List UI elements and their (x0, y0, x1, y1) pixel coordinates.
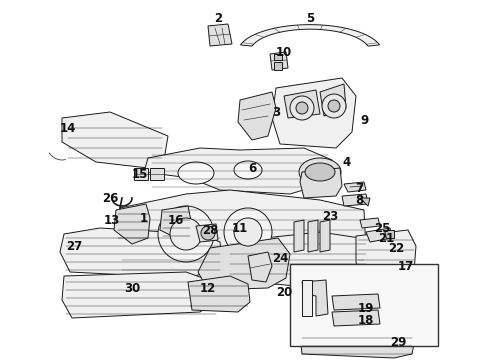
Text: 23: 23 (322, 210, 338, 222)
Polygon shape (342, 194, 368, 206)
Circle shape (201, 226, 215, 240)
Polygon shape (360, 218, 380, 228)
Circle shape (170, 218, 202, 250)
Text: 30: 30 (124, 282, 140, 294)
Polygon shape (302, 280, 312, 316)
Text: 6: 6 (248, 162, 256, 175)
Ellipse shape (299, 158, 341, 186)
Polygon shape (238, 92, 276, 140)
Ellipse shape (234, 161, 262, 179)
Polygon shape (366, 228, 392, 242)
Polygon shape (62, 272, 218, 318)
Text: 13: 13 (104, 213, 120, 226)
Text: 18: 18 (358, 314, 374, 327)
Text: 3: 3 (272, 105, 280, 118)
Text: 28: 28 (202, 224, 219, 237)
Polygon shape (320, 220, 330, 252)
Polygon shape (344, 182, 366, 192)
FancyBboxPatch shape (290, 264, 438, 346)
Polygon shape (208, 24, 232, 46)
Text: 8: 8 (355, 194, 363, 207)
Text: 4: 4 (342, 156, 350, 168)
Text: 22: 22 (388, 242, 404, 255)
Circle shape (290, 96, 314, 120)
Polygon shape (274, 54, 282, 60)
Polygon shape (300, 168, 342, 198)
Polygon shape (360, 198, 370, 206)
Text: 27: 27 (66, 239, 82, 252)
Ellipse shape (178, 162, 214, 184)
Polygon shape (300, 332, 414, 358)
Circle shape (296, 102, 308, 114)
Text: 9: 9 (360, 113, 368, 126)
Polygon shape (134, 168, 148, 180)
Text: 20: 20 (276, 285, 292, 298)
Text: 17: 17 (398, 260, 414, 273)
Text: 25: 25 (374, 221, 391, 234)
Polygon shape (198, 238, 290, 290)
Text: 11: 11 (232, 221, 248, 234)
Polygon shape (160, 206, 192, 238)
Text: 10: 10 (276, 45, 292, 58)
Text: 16: 16 (168, 213, 184, 226)
Polygon shape (320, 84, 346, 116)
Polygon shape (241, 24, 380, 46)
Text: 15: 15 (132, 167, 148, 180)
Polygon shape (150, 168, 164, 180)
Text: 29: 29 (390, 336, 406, 348)
Polygon shape (144, 148, 332, 194)
Text: 5: 5 (306, 12, 314, 24)
Polygon shape (114, 190, 366, 276)
Polygon shape (196, 224, 218, 242)
Text: 1: 1 (140, 211, 148, 225)
Polygon shape (332, 310, 380, 326)
Polygon shape (384, 230, 394, 238)
Polygon shape (272, 78, 356, 148)
Polygon shape (274, 62, 282, 70)
Text: 21: 21 (378, 231, 394, 244)
Text: 24: 24 (272, 252, 289, 265)
Text: 7: 7 (355, 181, 363, 194)
Text: 26: 26 (101, 192, 118, 204)
Ellipse shape (305, 163, 335, 181)
Polygon shape (188, 276, 250, 312)
Polygon shape (294, 220, 304, 252)
Text: 14: 14 (60, 122, 76, 135)
Circle shape (322, 94, 346, 118)
Polygon shape (114, 204, 150, 244)
Polygon shape (224, 232, 368, 286)
Text: 19: 19 (358, 302, 374, 315)
Polygon shape (284, 90, 320, 118)
Text: 2: 2 (214, 12, 222, 24)
Text: 12: 12 (200, 282, 216, 294)
Polygon shape (62, 112, 168, 168)
Circle shape (328, 100, 340, 112)
Circle shape (224, 208, 272, 256)
Polygon shape (308, 220, 318, 252)
Polygon shape (332, 294, 380, 310)
Circle shape (234, 218, 262, 246)
Polygon shape (60, 228, 222, 278)
Polygon shape (302, 280, 328, 316)
Circle shape (158, 206, 214, 262)
Polygon shape (356, 230, 416, 288)
Polygon shape (270, 52, 288, 70)
Polygon shape (248, 252, 272, 282)
